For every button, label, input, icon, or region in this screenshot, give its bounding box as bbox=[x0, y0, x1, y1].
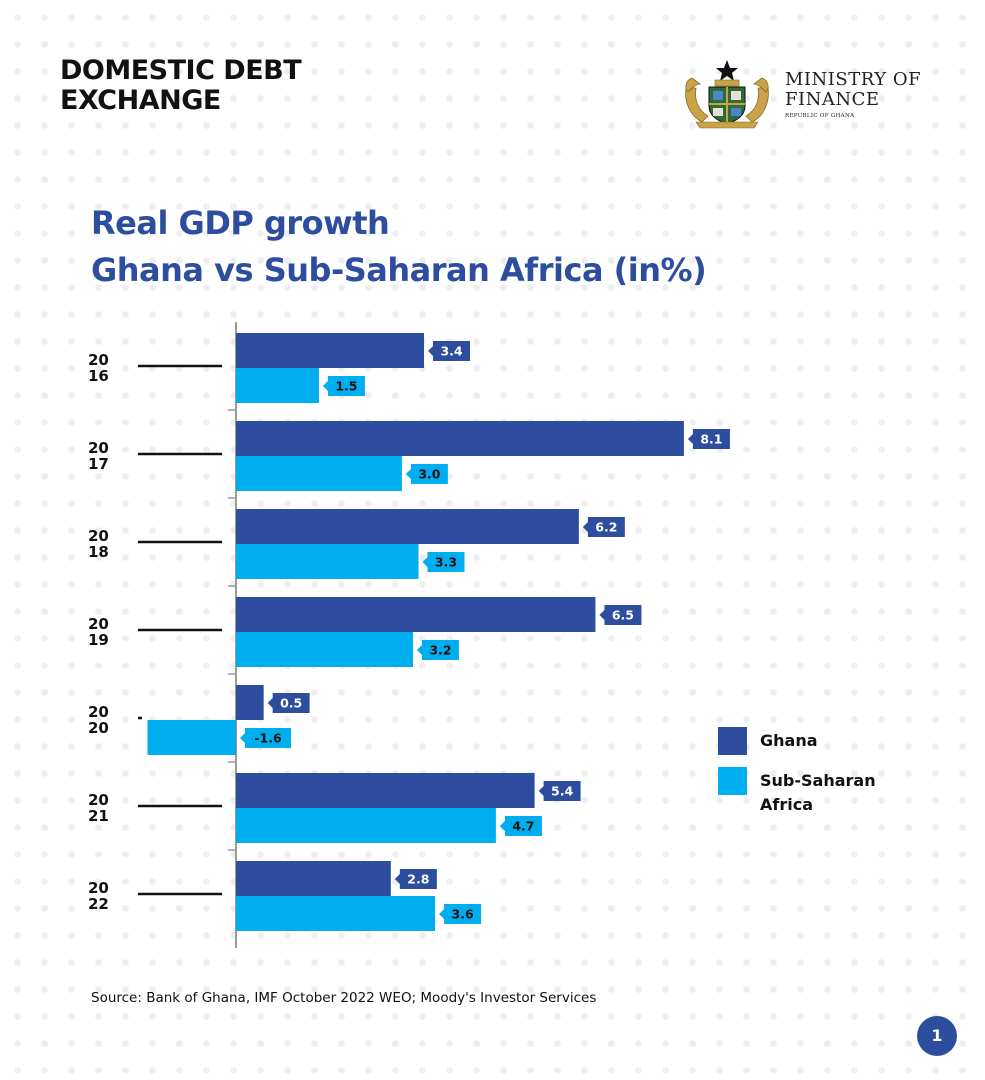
chart-title: Real GDP growth bbox=[91, 204, 390, 242]
legend-label-ghana: Ghana bbox=[760, 731, 818, 750]
source-note: Source: Bank of Ghana, IMF October 2022 … bbox=[91, 990, 597, 1006]
ssa-value-tag bbox=[416, 640, 459, 660]
legend-label-ssa: Sub-Saharan Africa bbox=[760, 769, 910, 817]
ghana-coat-of-arms-icon bbox=[685, 60, 769, 129]
year-label: 20 21 bbox=[88, 791, 109, 825]
page-number-badge: 1 bbox=[917, 1016, 957, 1056]
ghana-value-tag bbox=[582, 517, 625, 537]
year-label: 20 16 bbox=[88, 351, 109, 385]
ghana-value-tag bbox=[428, 341, 471, 361]
year-label-line-2: 21 bbox=[88, 807, 109, 825]
ssa-bar bbox=[236, 456, 402, 491]
legend-swatch-ssa bbox=[718, 767, 747, 795]
ssa-value-label: 3.0 bbox=[418, 467, 440, 482]
year-label-line-2: 19 bbox=[88, 631, 109, 649]
legend-label-ssa-line-2: Africa bbox=[760, 795, 813, 814]
year-label-line-1: 20 bbox=[88, 703, 109, 721]
year-label: 20 18 bbox=[88, 527, 109, 561]
year-label: 20 17 bbox=[88, 439, 109, 473]
ghana-bar bbox=[236, 509, 579, 544]
ssa-value-label: 3.3 bbox=[435, 555, 457, 570]
ssa-value-label: 3.6 bbox=[452, 907, 474, 922]
year-label: 20 20 bbox=[88, 703, 109, 737]
legend-label-ssa-line-1: Sub-Saharan bbox=[760, 771, 876, 790]
ssa-value-label: 4.7 bbox=[512, 819, 534, 834]
header-title-line-1: DOMESTIC DEBT bbox=[60, 55, 302, 86]
year-label-line-1: 20 bbox=[88, 439, 109, 457]
ssa-value-tag bbox=[499, 816, 542, 836]
ssa-value-tag bbox=[405, 464, 448, 484]
ssa-bar bbox=[236, 896, 436, 931]
year-label: 20 22 bbox=[88, 879, 109, 913]
ghana-value-tag bbox=[599, 605, 642, 625]
chart-subtitle: Ghana vs Sub-Saharan Africa (in%) bbox=[91, 251, 707, 289]
ghana-value-tag bbox=[267, 693, 310, 713]
year-label-line-1: 20 bbox=[88, 527, 109, 545]
ssa-value-label: 1.5 bbox=[335, 379, 357, 394]
ministry-subtitle: REPUBLIC OF GHANA bbox=[785, 113, 855, 119]
ghana-bar bbox=[236, 773, 535, 808]
year-label-line-2: 20 bbox=[88, 719, 109, 737]
year-label-line-2: 18 bbox=[88, 543, 109, 561]
chart-title-block: Real GDP growth Ghana vs Sub-Saharan Afr… bbox=[91, 200, 707, 294]
ghana-value-tag bbox=[538, 781, 581, 801]
year-label-line-2: 22 bbox=[88, 895, 109, 913]
ssa-value-tag bbox=[322, 376, 365, 396]
ssa-bar bbox=[236, 632, 413, 667]
year-label-line-1: 20 bbox=[88, 351, 109, 369]
ssa-bar bbox=[236, 368, 319, 403]
year-label-line-1: 20 bbox=[88, 791, 109, 809]
ministry-name-line-2: FINANCE bbox=[785, 89, 880, 110]
year-label-line-1: 20 bbox=[88, 615, 109, 633]
ghana-value-tag bbox=[394, 869, 437, 889]
ghana-bar bbox=[236, 861, 391, 896]
ssa-value-tag bbox=[240, 728, 291, 748]
ghana-bar bbox=[236, 421, 684, 456]
ghana-bar bbox=[236, 333, 425, 368]
legend-swatch-ghana bbox=[718, 727, 747, 755]
ghana-value-label: 6.5 bbox=[612, 608, 634, 623]
ssa-bar bbox=[236, 544, 419, 579]
ghana-value-label: 2.8 bbox=[407, 872, 429, 887]
ministry-name: MINISTRY OF FINANCE REPUBLIC OF GHANA bbox=[785, 70, 921, 121]
year-label: 20 19 bbox=[88, 615, 109, 649]
ghana-value-label: 6.2 bbox=[595, 520, 617, 535]
ssa-value-label: -1.6 bbox=[254, 731, 282, 746]
header-title-line-2: EXCHANGE bbox=[60, 85, 221, 116]
ministry-of-finance-logo: MINISTRY OF FINANCE REPUBLIC OF GHANA bbox=[682, 58, 942, 130]
ghana-value-label: 0.5 bbox=[280, 696, 302, 711]
ministry-name-line-1: MINISTRY OF bbox=[785, 69, 922, 90]
year-label-line-1: 20 bbox=[88, 879, 109, 897]
ssa-bar bbox=[147, 720, 236, 755]
ghana-bar bbox=[236, 685, 264, 720]
ghana-bar bbox=[236, 597, 596, 632]
ghana-value-label: 5.4 bbox=[551, 784, 573, 799]
ssa-value-tag bbox=[439, 904, 482, 924]
ghana-value-tag bbox=[687, 429, 730, 449]
ssa-value-label: 3.2 bbox=[429, 643, 451, 658]
ghana-value-label: 8.1 bbox=[700, 432, 722, 447]
ssa-bar bbox=[236, 808, 496, 843]
ghana-value-label: 3.4 bbox=[440, 344, 462, 359]
year-label-line-2: 17 bbox=[88, 455, 109, 473]
ssa-value-tag bbox=[422, 552, 465, 572]
year-label-line-2: 16 bbox=[88, 367, 109, 385]
page-header-title: DOMESTIC DEBT EXCHANGE bbox=[60, 55, 302, 116]
